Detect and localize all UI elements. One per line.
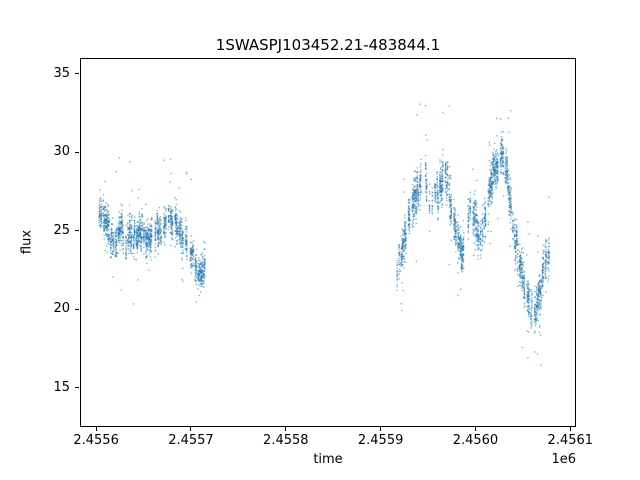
x-tick-mark xyxy=(190,427,192,431)
y-tick-mark xyxy=(75,308,79,310)
x-tick-label: 2.4559 xyxy=(357,433,404,448)
chart-title: 1SWASPJ103452.21-483844.1 xyxy=(215,36,441,54)
x-tick-label: 2.4558 xyxy=(263,433,309,448)
x-tick-label: 2.4557 xyxy=(168,433,214,448)
y-tick-mark xyxy=(75,230,79,232)
y-tick-mark xyxy=(75,387,79,389)
x-tick-mark xyxy=(380,427,382,431)
x-tick-mark xyxy=(95,427,97,431)
plot-area xyxy=(80,58,576,427)
y-tick-label: 25 xyxy=(53,222,70,238)
x-tick-mark xyxy=(569,427,571,431)
x-tick-mark xyxy=(474,427,476,431)
y-tick-label: 30 xyxy=(53,144,70,160)
y-tick-mark xyxy=(75,151,79,153)
y-tick-label: 15 xyxy=(53,379,70,395)
x-tick-label: 2.4560 xyxy=(452,433,499,448)
x-tick-mark xyxy=(285,427,287,431)
x-axis-label: time xyxy=(313,452,343,467)
y-tick-label: 35 xyxy=(53,65,70,81)
x-axis-offset-text: 1e6 xyxy=(551,452,576,467)
x-tick-label: 2.4556 xyxy=(73,433,119,448)
x-tick-label: 2.4561 xyxy=(547,433,594,448)
y-tick-mark xyxy=(75,73,79,75)
y-tick-label: 20 xyxy=(53,301,70,317)
